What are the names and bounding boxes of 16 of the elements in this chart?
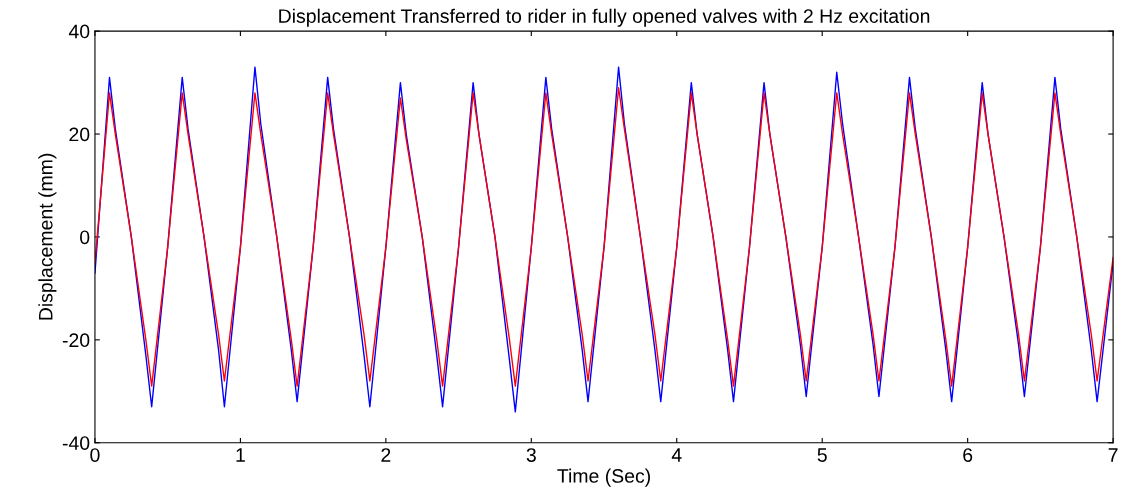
y-tick-label: 40 xyxy=(68,24,90,39)
y-axis-title: Displacement (mm) xyxy=(38,153,57,320)
y-tick-label: -20 xyxy=(62,333,90,348)
y-tick-label: 20 xyxy=(69,127,90,142)
x-tick-label: 1 xyxy=(236,448,245,462)
y-tick-label: 0 xyxy=(80,230,90,245)
chart-title: Displacement Transferred to rider in fully opened valves with 2 Hz excitation xyxy=(279,8,930,27)
x-tick-label: 2 xyxy=(381,448,391,462)
y-tick-label: -40 xyxy=(62,436,90,450)
x-tick-label: 3 xyxy=(526,448,536,462)
x-tick-label: 5 xyxy=(817,448,827,462)
x-axis-title: Time (Sec) xyxy=(557,468,650,487)
x-tick-label: 6 xyxy=(963,448,973,462)
x-tick-label: 0 xyxy=(90,448,100,462)
x-tick-label: 7 xyxy=(1108,448,1118,462)
x-tick-label: 4 xyxy=(671,448,682,462)
